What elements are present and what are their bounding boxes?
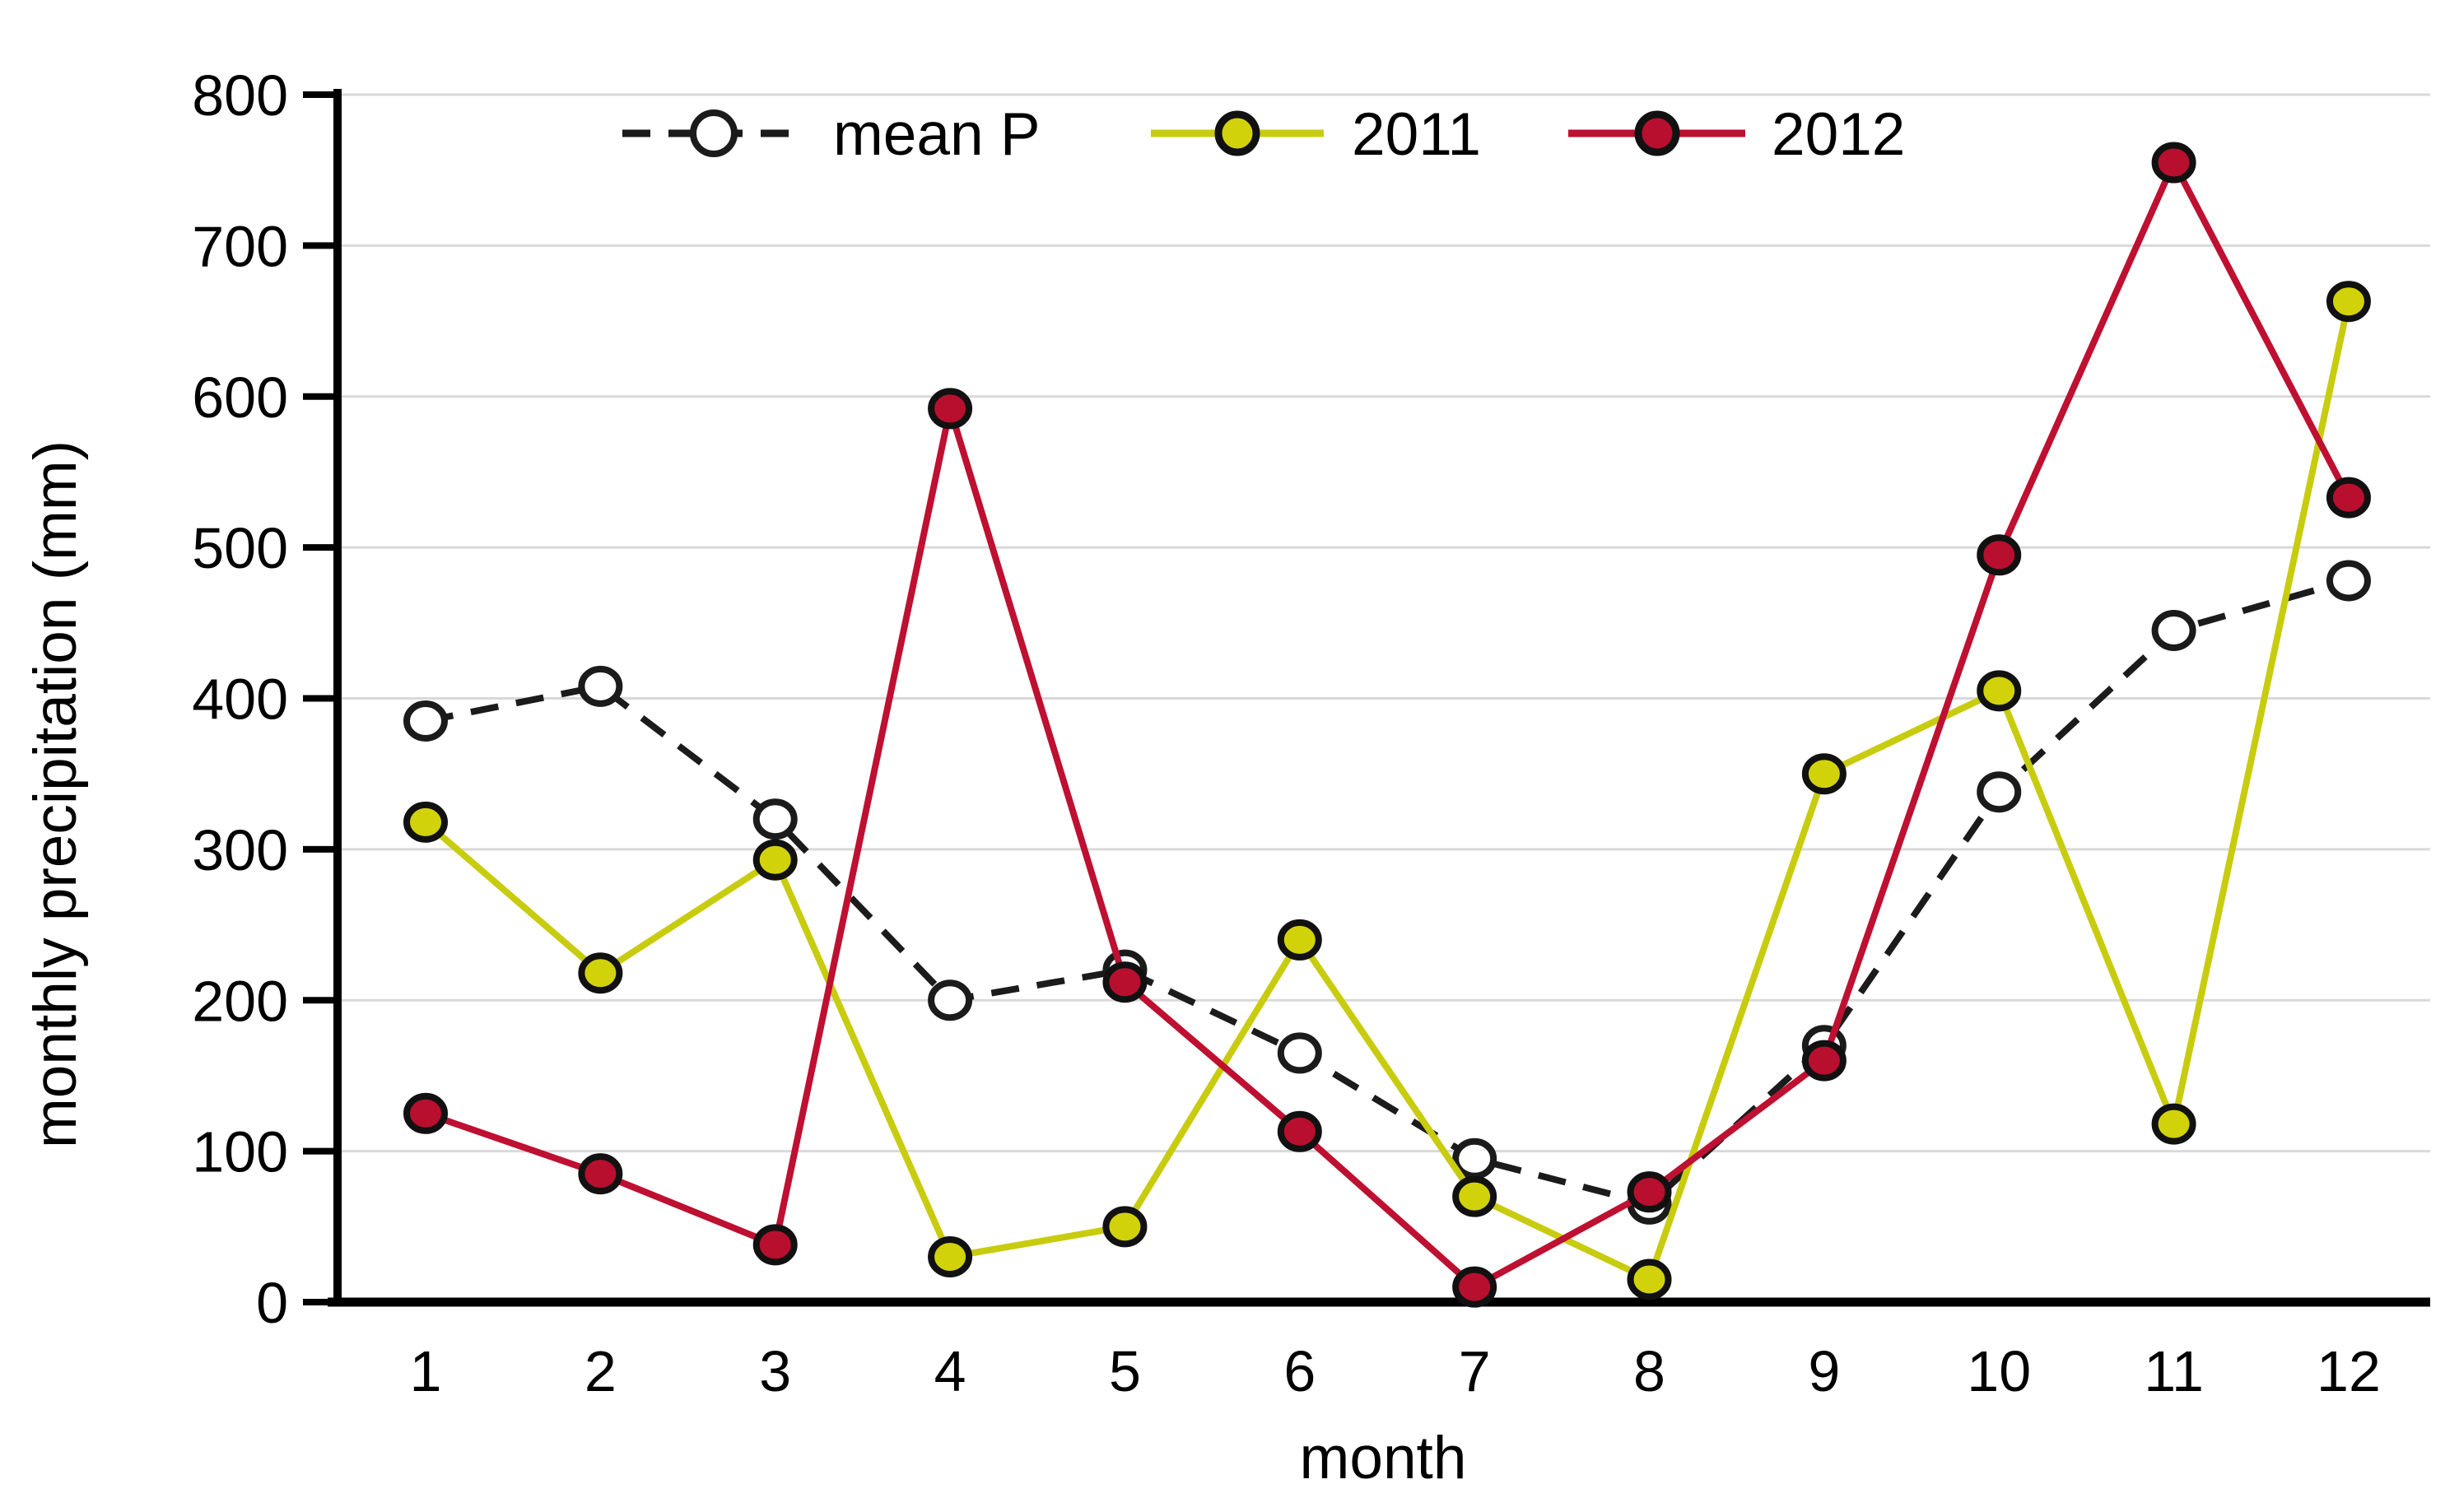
x-axis-tick-labels: 1 2 3 4 5 6 7 8 9 10 11 12 (410, 1339, 2381, 1403)
data-point-marker (1102, 961, 1148, 1003)
legend-marker-open-circle-icon (690, 109, 738, 157)
data-point-marker (752, 1224, 798, 1266)
data-point-marker (2151, 609, 2196, 651)
data-point-marker (752, 798, 798, 840)
data-point-marker (1102, 1206, 1148, 1248)
x-tick-label-7: 7 (1459, 1339, 1491, 1403)
x-tick-label-9: 9 (1808, 1339, 1840, 1403)
data-point-marker (1277, 1110, 1322, 1152)
data-point-marker (928, 388, 973, 430)
x-tick-label-10: 10 (1967, 1339, 2031, 1403)
y-axis-title: monthly precipitation (mm) (22, 440, 89, 1148)
data-point-marker (403, 801, 448, 843)
y-tick-label-300: 300 (192, 818, 288, 882)
data-point-marker (928, 979, 973, 1021)
data-point-marker (1627, 1171, 1672, 1213)
series-mean-p (403, 560, 2371, 1225)
data-point-marker (2151, 142, 2196, 184)
data-point-marker (1977, 670, 2022, 712)
x-axis-title: month (1300, 1425, 1467, 1491)
y-tick-label-100: 100 (192, 1120, 288, 1184)
y-axis-ticks (303, 91, 338, 1305)
data-point-marker (1277, 919, 1322, 961)
legend-marker-yellow-circle-icon (1214, 110, 1260, 156)
data-point-marker (403, 1092, 448, 1134)
y-tick-label-0: 0 (256, 1271, 288, 1335)
legend-label-2011: 2011 (1352, 101, 1481, 168)
x-tick-label-5: 5 (1109, 1339, 1141, 1403)
series-2012 (403, 142, 2371, 1308)
y-tick-label-200: 200 (192, 969, 288, 1033)
series-line (425, 577, 2350, 1207)
data-point-marker (2326, 281, 2371, 323)
legend-item-2012: 2012 (1568, 101, 1905, 168)
data-point-marker (1452, 1137, 1497, 1179)
x-tick-label-11: 11 (2144, 1339, 2204, 1403)
legend-label-2012: 2012 (1772, 101, 1905, 168)
x-tick-label-6: 6 (1283, 1339, 1316, 1403)
legend-marker-red-circle-icon (1634, 110, 1680, 156)
series-2011 (403, 281, 2371, 1300)
data-point-marker (2326, 477, 2371, 519)
data-point-marker (1277, 1032, 1322, 1074)
legend: mean P 2011 2012 (622, 101, 1905, 168)
data-point-marker (578, 665, 623, 707)
data-point-marker (1627, 1258, 1672, 1300)
data-point-marker (1801, 753, 1847, 795)
data-point-marker (928, 1235, 973, 1277)
legend-label-mean-p: mean P (833, 101, 1041, 168)
x-tick-label-12: 12 (2317, 1339, 2381, 1403)
x-tick-label-1: 1 (410, 1339, 442, 1403)
legend-item-2011: 2011 (1151, 101, 1481, 168)
data-point-marker (1452, 1266, 1497, 1308)
data-point-marker (1977, 534, 2022, 576)
series-line (423, 300, 2352, 1283)
data-point-marker (2326, 560, 2371, 602)
gridlines (341, 93, 2430, 1153)
x-tick-label-2: 2 (584, 1339, 617, 1403)
y-tick-label-400: 400 (192, 668, 288, 732)
y-axis-tick-labels: 0 100 200 300 400 500 600 700 800 (192, 63, 288, 1335)
y-tick-label-700: 700 (192, 214, 288, 278)
data-point-marker (1801, 1040, 1847, 1082)
data-point-marker (1452, 1175, 1497, 1217)
data-series (403, 142, 2371, 1308)
x-tick-label-8: 8 (1633, 1339, 1665, 1403)
y-tick-label-500: 500 (192, 516, 288, 580)
data-point-marker (2151, 1103, 2196, 1145)
data-point-marker (578, 1153, 623, 1195)
series-line (424, 159, 2352, 1291)
data-point-marker (403, 700, 448, 742)
data-point-marker (578, 952, 623, 994)
data-point-marker (1977, 771, 2022, 813)
data-point-marker (752, 839, 798, 881)
y-tick-label-600: 600 (192, 365, 288, 430)
x-tick-label-4: 4 (934, 1339, 966, 1403)
y-tick-label-800: 800 (192, 63, 288, 128)
legend-item-mean-p: mean P (622, 101, 1041, 168)
x-tick-label-3: 3 (759, 1339, 791, 1403)
